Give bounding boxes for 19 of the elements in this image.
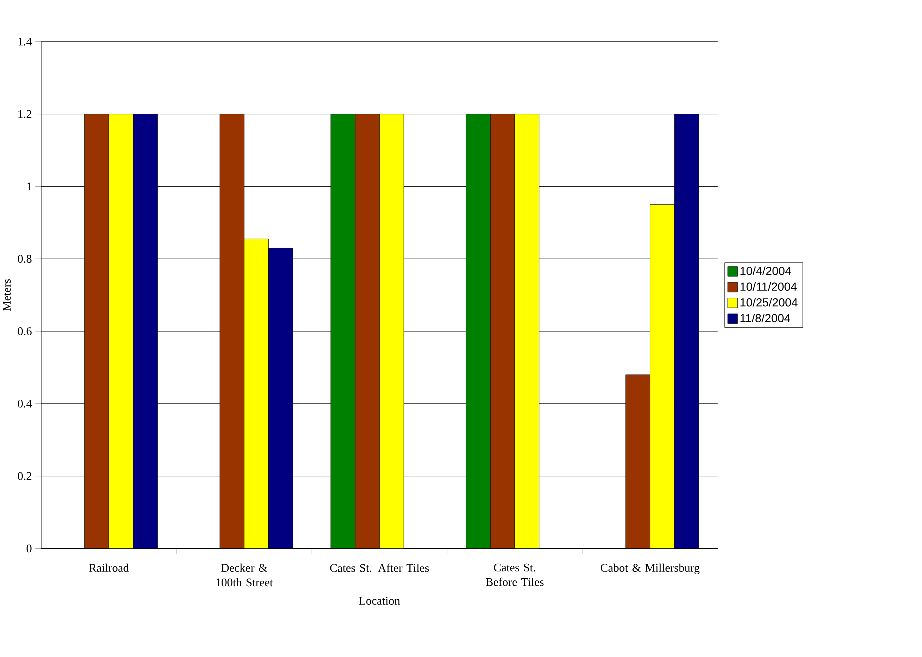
legend-label: 10/11/2004 xyxy=(740,282,797,292)
y-tick-label: 0.8 xyxy=(18,255,32,264)
x-tick-label: Cates St. After Tiles xyxy=(330,564,430,572)
x-tick-label: Railroad xyxy=(89,564,130,572)
y-tick-label: 1.2 xyxy=(18,110,32,118)
y-axis-title: Meters xyxy=(3,280,11,312)
x-axis-title: Location xyxy=(359,597,400,606)
y-tick-label: 0 xyxy=(26,544,32,553)
legend-label: 10/4/2004 xyxy=(740,266,792,276)
x-tick-label: Cabot & Millersburg xyxy=(601,564,700,574)
y-tick-label: 0.6 xyxy=(18,328,32,336)
x-tick-label: Cates St. Before Tiles xyxy=(486,564,544,586)
y-tick-label: 1.4 xyxy=(18,38,32,46)
y-tick-label: 1 xyxy=(27,182,32,191)
legend-label: 10/25/2004 xyxy=(740,298,798,307)
y-tick-label: 0.2 xyxy=(18,472,32,480)
x-tick-label: Decker & 100th Street xyxy=(216,564,274,587)
y-tick-label: 0.4 xyxy=(18,400,32,408)
legend-label: 11/8/2004 xyxy=(740,314,790,323)
